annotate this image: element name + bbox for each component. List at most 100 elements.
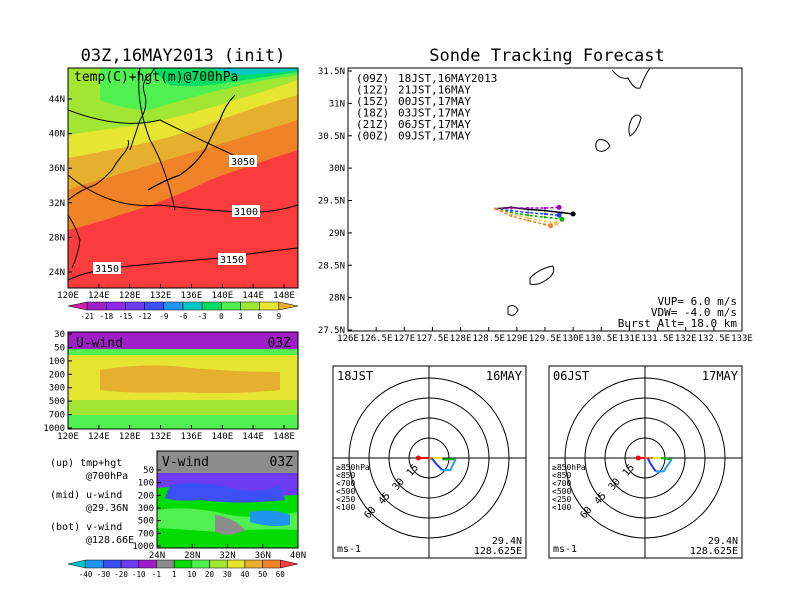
wind-colorbar-label: 20: [205, 570, 215, 579]
track-legend-code: (12Z): [356, 84, 389, 97]
contour-label: 3150: [95, 264, 119, 275]
v-wind-panel: V-wind 03Z 50 100 200 300 500 700 1000 24N 28N 3…: [132, 450, 306, 561]
track-lat-label: 28N: [329, 294, 345, 304]
v-lat-label: 32N: [219, 551, 235, 561]
u-field-jet-core: [100, 365, 280, 394]
track-point: [526, 211, 530, 214]
hodo-18jst-lat: 29.4N: [492, 536, 522, 547]
temp-colorbar-label: 3: [238, 312, 243, 321]
track-lon-label: 131E: [619, 334, 641, 344]
param-vdw: VDW= -4.0 m/s: [651, 306, 737, 319]
hodo-06jst-start-point: [635, 455, 641, 461]
v-lat-label: 36N: [255, 551, 271, 561]
temp-colorbar-swatch: [278, 301, 299, 311]
track-lat-axis: 31.5N 31N 30.5N 30N 29.5N 29N 28.5N 28N 27.5N: [318, 67, 352, 336]
v-field-lightblue: [250, 510, 290, 526]
hodo-06jst-segment: [655, 458, 673, 473]
v-pressure-label: 700: [138, 529, 154, 539]
track-point: [510, 209, 513, 212]
temp-colorbar-swatch: [67, 301, 88, 311]
hodo-06jst-time: 06JST: [553, 369, 589, 383]
track-point: [553, 220, 559, 226]
island-outline: [507, 305, 519, 316]
hodo-06jst-lon: 128.625E: [690, 546, 738, 557]
temp-colorbar-swatch: [240, 301, 260, 311]
wind-colorbar-label: -30: [97, 570, 111, 579]
track-legend-time: 09JST,17MAY: [398, 130, 471, 143]
wind-colorbar-label: 60: [276, 570, 286, 579]
wind-colorbar-label: 50: [258, 570, 268, 579]
track-legend-code: (21Z): [356, 118, 389, 131]
contour-label: 3100: [234, 207, 258, 218]
track-point: [526, 219, 530, 222]
u-field-lower: [68, 400, 298, 415]
wind-colorbar-label: 30: [223, 570, 233, 579]
hodo-06jst-level-label: ≥850hPa: [552, 463, 586, 472]
hodo-18jst-level-label: <850: [336, 471, 355, 480]
map-lon-label: 120E: [57, 291, 79, 301]
wind-colorbar-swatch: [85, 559, 104, 569]
contour-label: 3150: [220, 255, 244, 266]
hodo-06jst-level-label: <850: [552, 471, 571, 480]
map-lon-label: 148E: [273, 291, 295, 301]
sonde-tracks: [494, 204, 576, 229]
wind-colorbar-swatch: [191, 559, 210, 569]
temp-colorbar-swatch: [125, 301, 145, 311]
temp-colorbar-label: -15: [119, 312, 133, 321]
track-lon-axis: 126E 126.5E 127E 127.5E 128E 128.5E 129E 129.5E…: [337, 327, 753, 344]
wind-colorbar-swatch: [156, 559, 175, 569]
hodo-18jst-segment: [428, 457, 433, 461]
track-line: [495, 207, 562, 220]
track-lon-label: 128.5E: [472, 334, 505, 344]
map-lon-axis: 120E 124E 128E 132E 136E 140E 144E 148E: [57, 284, 295, 301]
island-outline: [628, 114, 642, 137]
temp-colorbar-label: -6: [178, 312, 188, 321]
map-lon-label: 124E: [88, 291, 110, 301]
note-line: (up) tmp+hgt: [50, 458, 122, 469]
u-pressure-label: 200: [49, 370, 65, 380]
track-legend-time: 06JST,17MAY: [398, 118, 471, 131]
track-lon-label: 126.5E: [360, 334, 393, 344]
u-lon-label: 140E: [211, 432, 233, 442]
param-burst: Burst Alt= 18.0 km: [618, 317, 738, 330]
wind-colorbar-swatch: [244, 559, 263, 569]
temp-colorbar-label: 6: [257, 312, 262, 321]
v-lat-label: 28N: [184, 551, 200, 561]
track-point: [543, 206, 547, 210]
u-lon-label: 132E: [150, 432, 172, 442]
track-point: [526, 214, 530, 217]
note-line: (bot) v-wind: [50, 522, 122, 533]
track-lon-label: 127E: [393, 334, 415, 344]
map-field-coldest: [210, 68, 298, 75]
v-lat-axis: 24N 28N 32N 36N 40N: [149, 544, 306, 561]
v-pressure-axis: 50 100 200 300 500 700 1000: [132, 466, 161, 552]
hodo-06jst-lat: 29.4N: [708, 536, 738, 547]
contour-label-bg: [229, 155, 257, 167]
track-legend-code: (09Z): [356, 72, 389, 85]
track-point: [543, 219, 547, 223]
hodo-18jst-lon: 128.625E: [474, 546, 522, 557]
v-pressure-label: 1000: [132, 542, 154, 552]
map-panel-label: temp(C)+hgt(m)@700hPa: [74, 70, 238, 85]
island-outline: [595, 139, 611, 152]
u-field-band: [68, 349, 298, 355]
track-point: [570, 211, 576, 217]
track-lon-label: 133E: [731, 334, 753, 344]
wind-colorbar-swatch: [226, 559, 246, 569]
map-lat-axis: 44N 40N 36N 32N 28N 24N: [49, 95, 72, 278]
temp-colorbar-label: -18: [100, 312, 114, 321]
track-lat-label: 27.5N: [318, 326, 345, 336]
track-legend-time: 03JST,17MAY: [398, 107, 471, 120]
contour-trough: [138, 68, 176, 211]
wind-colorbar-label: 10: [187, 570, 197, 579]
track-lat-label: 29N: [329, 229, 345, 239]
legend-notes: (up) tmp+hgt @700hPa (mid) u-wind @29.36…: [50, 458, 134, 546]
v-lat-label: 40N: [290, 551, 306, 561]
hodo-06jst-level-label: <500: [552, 487, 571, 496]
track-lat-label: 31.5N: [318, 67, 345, 77]
v-lat-label: 24N: [149, 551, 165, 561]
map-lat-label: 44N: [49, 95, 65, 105]
track-point: [510, 206, 513, 210]
track-lat-label: 30N: [329, 164, 345, 174]
